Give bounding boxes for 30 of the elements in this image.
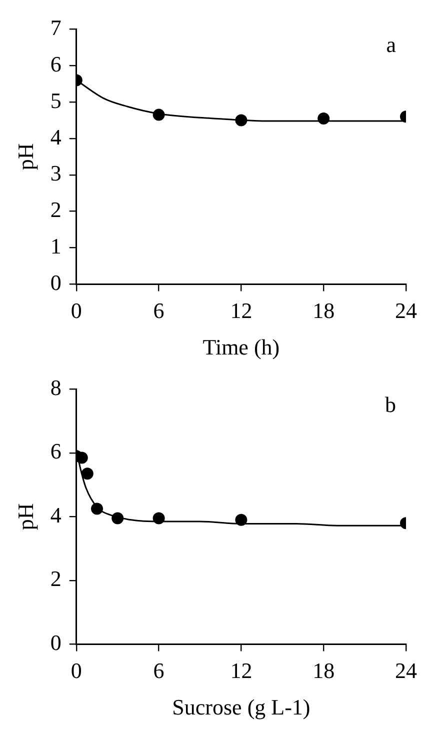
point (81, 468, 94, 480)
y-tick-label: 3 (50, 160, 62, 186)
annotation: b (385, 392, 396, 417)
y-tick-label: 7 (50, 14, 62, 40)
x-tick-label: 12 (230, 658, 252, 684)
x-axis-title: Time (h) (202, 334, 280, 360)
y-tick-label: 4 (50, 124, 62, 150)
x-tick-label: 18 (312, 658, 335, 684)
y-tick-label: 4 (50, 502, 62, 528)
y-tick-label: 6 (50, 438, 62, 464)
x-tick-label: 18 (312, 298, 335, 324)
y-tick-label: 0 (50, 270, 62, 295)
x-tick-label: 12 (230, 298, 252, 324)
x-tick-label: 0 (70, 658, 82, 684)
x-tick-label: 0 (70, 298, 82, 324)
x-axis-title: Sucrose (g L-1) (172, 694, 310, 720)
y-tick-label: 6 (50, 51, 62, 76)
x-tick-label: 24 (395, 298, 417, 324)
y-tick-label: 1 (50, 234, 62, 259)
x-tick-label: 6 (153, 658, 164, 684)
y-tick-label: 0 (50, 630, 62, 655)
y-tick-label: 2 (50, 197, 62, 222)
y-tick-label: 5 (50, 88, 62, 113)
x-tick-label: 24 (395, 658, 417, 684)
y-axis-title: pH (12, 503, 38, 530)
y-tick-label: 2 (50, 566, 62, 592)
annotation: a (386, 32, 396, 57)
y-axis-title: pH (12, 143, 38, 170)
y-tick-label: 8 (50, 374, 62, 400)
x-tick-label: 6 (153, 298, 164, 324)
